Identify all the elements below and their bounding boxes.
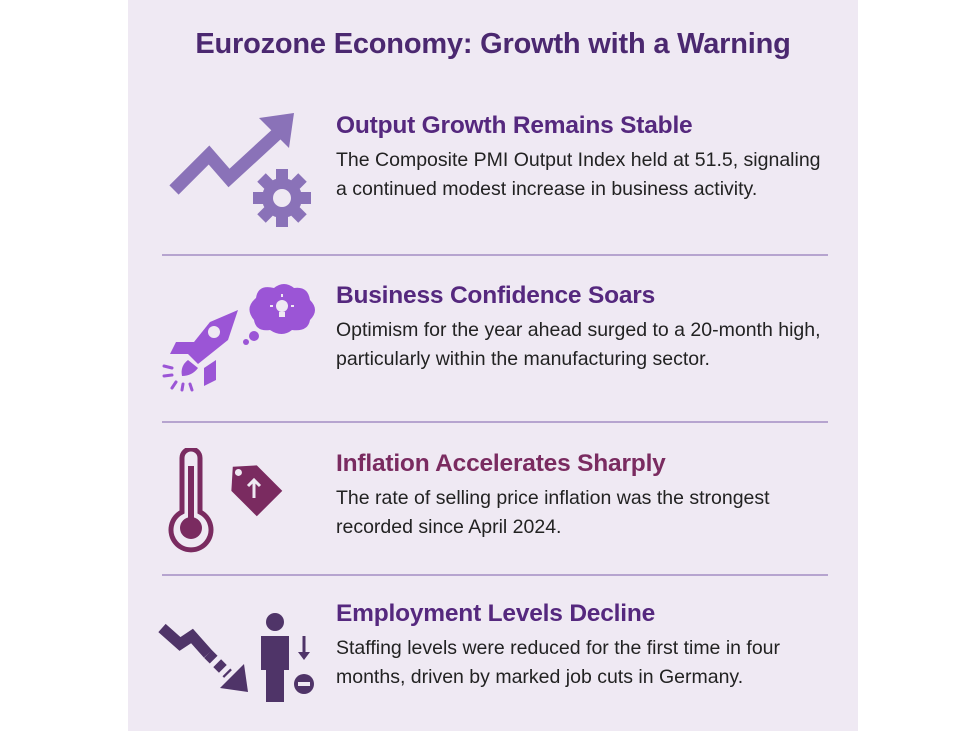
divider <box>162 574 828 576</box>
section-body: Optimism for the year ahead surged to a … <box>336 319 821 370</box>
infographic-panel: Eurozone Economy: Growth with a Warning … <box>128 0 858 731</box>
section-heading: Employment Levels Decline <box>336 600 656 627</box>
section-body: Staffing levels were reduced for the fir… <box>336 637 781 688</box>
person-minus-icon <box>261 613 314 702</box>
section-heading: Inflation Accelerates Sharply <box>336 450 666 477</box>
section-body: The Composite PMI Output Index held at 5… <box>336 149 821 200</box>
rocket-icon <box>162 284 315 392</box>
trending-up-arrow-icon <box>169 113 311 227</box>
trending-down-arrow-icon <box>158 613 314 702</box>
section-body: The rate of selling price inflation was … <box>336 487 770 538</box>
divider <box>162 254 828 256</box>
thought-bubble-lightbulb-icon <box>243 284 315 345</box>
section-heading: Output Growth Remains Stable <box>336 112 693 139</box>
section-heading: Business Confidence Soars <box>336 282 656 309</box>
thermometer-icon <box>168 448 283 553</box>
page-title: Eurozone Economy: Growth with a Warning <box>195 28 791 60</box>
divider <box>162 421 828 423</box>
price-tag-up-icon <box>231 465 283 517</box>
gear-icon <box>253 169 311 227</box>
